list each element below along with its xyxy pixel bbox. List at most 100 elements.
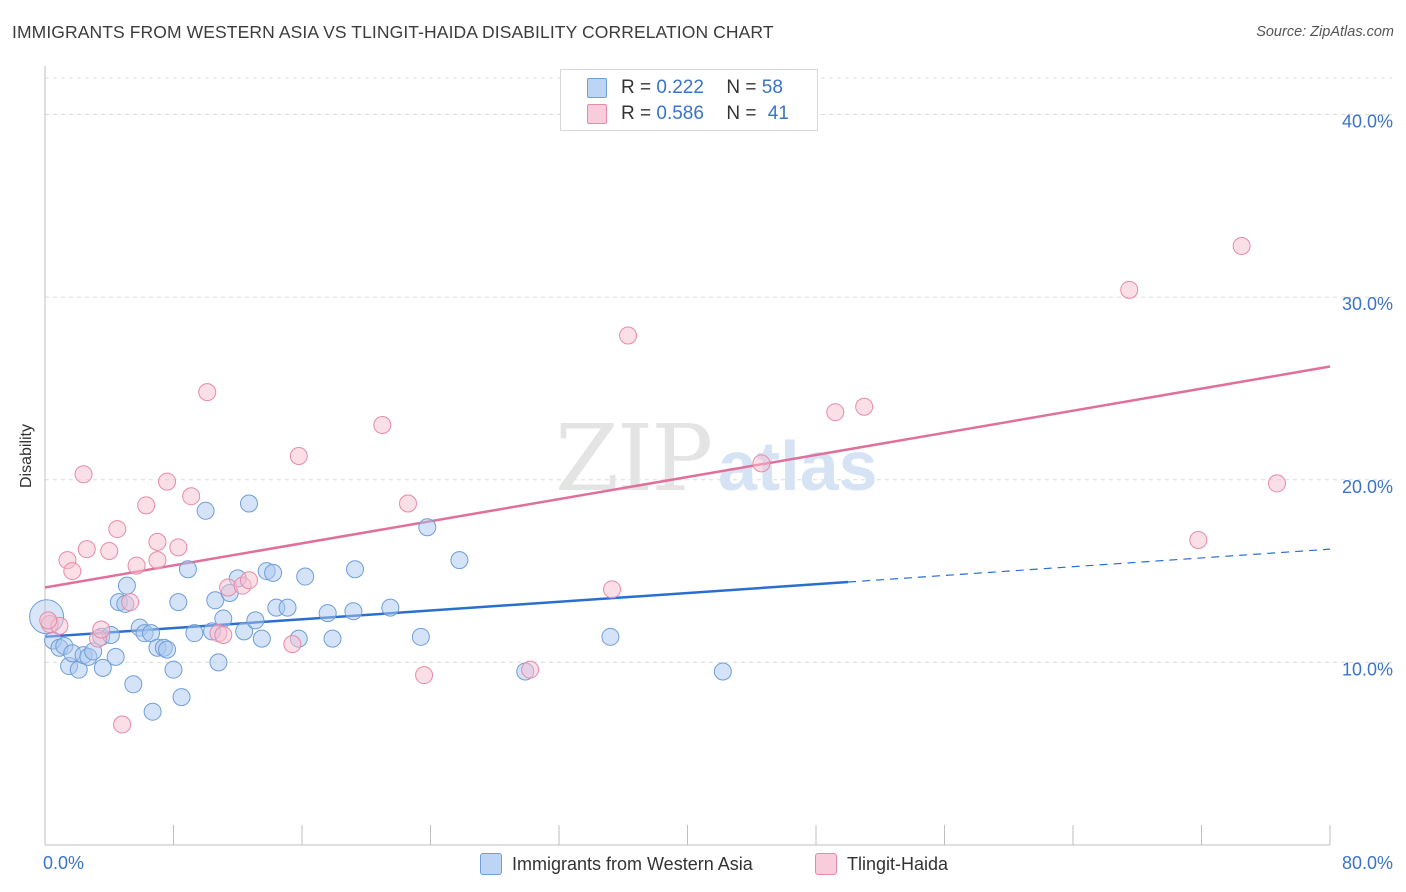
point-tlingit-haida — [752, 454, 771, 473]
bottom-legend-swatch-pink — [815, 853, 837, 875]
point-western-asia — [418, 518, 437, 537]
point-western-asia — [164, 660, 183, 679]
y-tick-label: 40.0% — [1342, 112, 1393, 132]
point-western-asia — [264, 563, 283, 582]
point-tlingit-haida — [283, 635, 302, 654]
point-western-asia — [381, 598, 400, 617]
y-tick-label: 20.0% — [1342, 477, 1393, 497]
point-tlingit-haida — [74, 465, 93, 484]
point-tlingit-haida — [182, 487, 201, 506]
point-western-asia — [450, 551, 469, 570]
x-tick-label: 0.0% — [43, 853, 84, 873]
point-tlingit-haida — [77, 540, 96, 559]
point-tlingit-haida — [855, 397, 874, 416]
point-tlingit-haida — [603, 580, 622, 599]
trend-line-western-asia-extension — [848, 548, 1331, 583]
point-tlingit-haida — [63, 562, 82, 581]
point-western-asia — [196, 501, 215, 520]
trend-lines — [44, 365, 1331, 639]
point-western-asia — [246, 611, 265, 630]
bottom-legend-blue: Immigrants from Western Asia — [480, 851, 753, 877]
y-tick-label: 30.0% — [1342, 294, 1393, 314]
point-western-asia — [346, 560, 365, 579]
point-tlingit-haida — [619, 326, 638, 345]
point-western-asia — [209, 653, 228, 672]
point-western-asia — [235, 622, 254, 641]
point-tlingit-haida — [108, 520, 127, 539]
point-tlingit-haida — [92, 620, 111, 639]
point-tlingit-haida — [1120, 280, 1139, 299]
point-western-asia — [411, 627, 430, 646]
point-tlingit-haida — [239, 571, 258, 590]
point-western-asia — [143, 702, 162, 721]
point-western-asia — [185, 624, 204, 643]
point-western-asia — [296, 567, 315, 586]
point-western-asia — [344, 602, 363, 621]
point-tlingit-haida — [826, 403, 845, 422]
point-tlingit-haida — [39, 611, 58, 630]
point-western-asia — [252, 629, 271, 648]
trend-line-tlingit-haida — [44, 365, 1331, 589]
point-tlingit-haida — [289, 447, 308, 466]
point-tlingit-haida — [214, 625, 233, 644]
legend-r-label: R = — [621, 103, 652, 124]
tick-labels: 10.0% 20.0% 30.0% 40.0% 0.0% 80.0% — [43, 112, 1393, 873]
legend-swatch-blue — [587, 78, 607, 98]
legend-row-blue: R = 0.222 N = 58 — [587, 76, 783, 100]
point-tlingit-haida — [148, 532, 167, 551]
legend-r-value: 0.586 — [656, 103, 704, 124]
legend-row-pink: R = 0.586 N = 41 — [587, 102, 789, 126]
chart-title: IMMIGRANTS FROM WESTERN ASIA VS TLINGIT-… — [12, 22, 774, 42]
point-western-asia — [713, 662, 732, 681]
point-tlingit-haida — [415, 666, 434, 685]
point-western-asia — [172, 688, 191, 707]
point-tlingit-haida — [521, 660, 540, 679]
point-tlingit-haida — [148, 551, 167, 570]
bottom-legend-pink: Tlingit-Haida — [815, 851, 948, 877]
watermark: ZIP atlas — [555, 405, 878, 512]
y-tick-label: 10.0% — [1342, 659, 1393, 679]
point-tlingit-haida — [169, 538, 188, 557]
legend-r-value: 0.222 — [656, 77, 704, 98]
point-tlingit-haida — [100, 541, 119, 560]
point-western-asia — [169, 593, 188, 612]
watermark-atlas: atlas — [718, 427, 878, 505]
legend-r-label: R = — [621, 77, 652, 98]
axes — [44, 66, 1331, 846]
point-tlingit-haida — [127, 556, 146, 575]
point-western-asia — [124, 675, 143, 694]
correlation-legend: R = 0.222 N = 58 R = 0.586 N = 41 — [560, 69, 818, 131]
point-tlingit-haida — [113, 715, 132, 734]
legend-n-label: N = — [726, 77, 757, 98]
point-western-asia — [278, 598, 297, 617]
point-western-asia — [601, 627, 620, 646]
bottom-legend-label-blue: Immigrants from Western Asia — [512, 853, 753, 874]
trend-line-western-asia — [44, 580, 849, 639]
bottom-legend-swatch-blue — [480, 853, 502, 875]
point-western-asia — [158, 640, 177, 659]
point-tlingit-haida — [373, 415, 392, 434]
data-points — [29, 237, 1286, 734]
chart-source: Source: ZipAtlas.com — [1256, 24, 1394, 40]
x-tick-label: 80.0% — [1342, 853, 1393, 873]
point-western-asia — [106, 647, 125, 666]
legend-n-label: N = — [726, 103, 757, 124]
bottom-legend-label-pink: Tlingit-Haida — [847, 853, 949, 874]
point-tlingit-haida — [1189, 531, 1208, 550]
point-tlingit-haida — [198, 383, 217, 402]
point-western-asia — [206, 591, 225, 610]
point-tlingit-haida — [137, 496, 156, 515]
point-tlingit-haida — [1232, 237, 1251, 256]
point-tlingit-haida — [399, 494, 418, 513]
legend-n-value: 41 — [767, 103, 789, 124]
point-western-asia — [178, 560, 197, 579]
point-tlingit-haida — [121, 593, 140, 612]
point-western-asia — [239, 494, 258, 513]
legend-n-value: 58 — [761, 77, 783, 98]
point-western-asia — [318, 604, 337, 623]
point-tlingit-haida — [1267, 474, 1286, 493]
point-western-asia — [93, 658, 112, 677]
point-western-asia — [117, 576, 136, 595]
point-western-asia — [323, 629, 342, 648]
